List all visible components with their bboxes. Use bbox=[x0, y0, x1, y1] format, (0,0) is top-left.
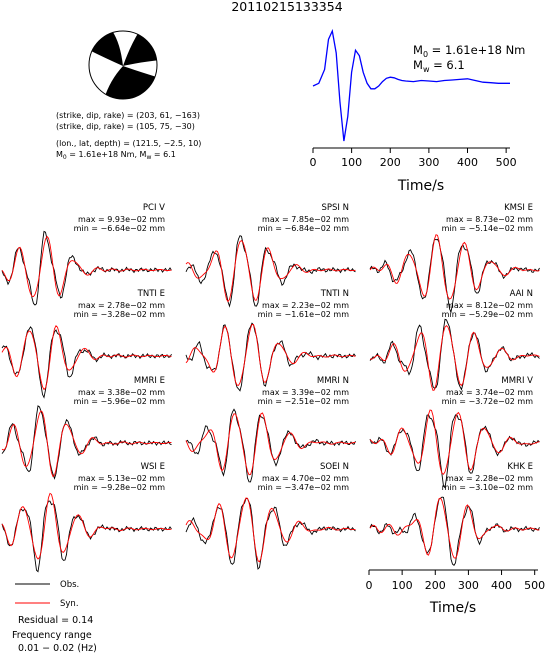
station-label: MMRI E bbox=[134, 376, 165, 386]
synthetic-waveform bbox=[185, 324, 356, 386]
bottom-time-axis: 0 100 200 300 400 500 Time/s bbox=[366, 569, 545, 616]
stf-panel: M0 = 1.61e+18 Nm Mw = 6.1 0 100 200 300 400 5… bbox=[310, 28, 525, 194]
max-amplitude-label: max = 5.13e−02 mm bbox=[78, 474, 165, 483]
min-amplitude-label: min = −5.96e−02 mm bbox=[74, 397, 166, 406]
station-label: WSI E bbox=[141, 462, 165, 472]
bottom-x-tick-label: 500 bbox=[524, 579, 545, 592]
min-amplitude-label: min = −5.14e−02 mm bbox=[442, 224, 534, 233]
station-label: TNTI E bbox=[137, 289, 165, 299]
bottom-x-tick-label: 400 bbox=[491, 579, 512, 592]
observed-waveform bbox=[369, 496, 540, 566]
min-amplitude-label: min = −6.84e−02 mm bbox=[258, 224, 350, 233]
stf-x-tick-label: 400 bbox=[457, 156, 478, 169]
max-amplitude-label: max = 8.12e−02 mm bbox=[446, 301, 533, 310]
min-amplitude-label: min = −5.29e−02 mm bbox=[442, 310, 534, 319]
station-label: MMRI V bbox=[501, 376, 533, 386]
stf-x-axis-label: Time/s bbox=[397, 178, 444, 194]
synthetic-waveform bbox=[1, 492, 172, 560]
stf-m0-label: M0 = 1.61e+18 Nm bbox=[413, 43, 525, 59]
observed-waveform bbox=[1, 230, 172, 306]
min-amplitude-label: min = −3.72e−02 mm bbox=[442, 397, 534, 406]
station-label: MMRI N bbox=[317, 376, 349, 386]
max-amplitude-label: max = 3.39e−02 mm bbox=[262, 388, 349, 397]
max-amplitude-label: max = 2.78e−02 mm bbox=[78, 301, 165, 310]
max-amplitude-label: max = 3.38e−02 mm bbox=[78, 388, 165, 397]
min-amplitude-label: min = −9.28e−02 mm bbox=[74, 483, 166, 492]
synthetic-waveform bbox=[369, 234, 540, 300]
max-amplitude-label: max = 7.85e−02 mm bbox=[262, 215, 349, 224]
observed-waveform bbox=[1, 326, 172, 399]
synthetic-waveform bbox=[1, 235, 172, 297]
synthetic-waveform bbox=[369, 409, 540, 475]
synthetic-waveform bbox=[185, 497, 356, 563]
observed-waveform bbox=[1, 500, 172, 573]
min-amplitude-label: min = −2.51e−02 mm bbox=[258, 397, 350, 406]
synthetic-waveform bbox=[1, 410, 172, 478]
frequency-range-label: Frequency range bbox=[12, 630, 92, 641]
max-amplitude-label: max = 4.70e−02 mm bbox=[262, 474, 349, 483]
mechanism-line-4: M0 = 1.61e+18 Nm, Mw = 6.1 bbox=[56, 150, 176, 161]
mechanism-line-1: (strike, dip, rake) = (203, 61, −163) bbox=[56, 111, 200, 120]
bottom-x-tick-label: 0 bbox=[366, 579, 373, 592]
legend-obs-label: Obs. bbox=[60, 580, 79, 590]
station-label: TNTI N bbox=[320, 289, 349, 299]
max-amplitude-label: max = 8.73e−02 mm bbox=[446, 215, 533, 224]
max-amplitude-label: max = 3.74e−02 mm bbox=[446, 388, 533, 397]
legend: Obs. Syn. bbox=[15, 580, 79, 609]
bottom-x-tick-label: 300 bbox=[458, 579, 479, 592]
max-amplitude-label: max = 2.28e−02 mm bbox=[446, 474, 533, 483]
station-label: PCI V bbox=[143, 203, 165, 213]
synthetic-waveform bbox=[185, 412, 356, 476]
bottom-x-tick-label: 100 bbox=[392, 579, 413, 592]
max-amplitude-label: max = 2.23e−02 mm bbox=[262, 301, 349, 310]
synthetic-waveform bbox=[369, 324, 540, 391]
bottom-x-axis-label: Time/s bbox=[429, 600, 476, 616]
bottom-x-tick-label: 200 bbox=[425, 579, 446, 592]
max-amplitude-label: max = 9.93e−02 mm bbox=[78, 215, 165, 224]
station-label: AAI N bbox=[510, 289, 533, 299]
stf-line bbox=[312, 28, 510, 142]
station-label: SPSI N bbox=[322, 203, 349, 213]
stf-x-tick-label: 500 bbox=[496, 156, 517, 169]
stf-mw-label: Mw = 6.1 bbox=[413, 58, 465, 74]
station-label: KHK E bbox=[507, 462, 533, 472]
synthetic-waveform bbox=[369, 497, 540, 559]
stf-x-tick-label: 0 bbox=[310, 156, 317, 169]
synthetic-waveform bbox=[1, 325, 172, 391]
beachball-icon bbox=[88, 30, 158, 100]
min-amplitude-label: min = −1.61e−02 mm bbox=[258, 310, 350, 319]
stf-x-tick-label: 200 bbox=[380, 156, 401, 169]
observed-waveform bbox=[185, 408, 356, 483]
min-amplitude-label: min = −3.28e−02 mm bbox=[74, 310, 166, 319]
synthetic-waveform bbox=[185, 240, 356, 303]
station-label: SOEI N bbox=[320, 462, 349, 472]
min-amplitude-label: min = −3.10e−02 mm bbox=[442, 483, 534, 492]
stf-x-tick-label: 300 bbox=[418, 156, 439, 169]
station-label: KMSI E bbox=[504, 203, 533, 213]
min-amplitude-label: min = −6.64e−02 mm bbox=[74, 224, 166, 233]
frequency-range-value: 0.01 − 0.02 (Hz) bbox=[18, 643, 97, 654]
residual-label: Residual = 0.14 bbox=[18, 615, 93, 626]
legend-syn-label: Syn. bbox=[60, 599, 79, 609]
stf-x-tick-label: 100 bbox=[341, 156, 362, 169]
mechanism-line-2: (strike, dip, rake) = (105, 75, −30) bbox=[56, 122, 195, 131]
min-amplitude-label: min = −3.47e−02 mm bbox=[258, 483, 350, 492]
mechanism-line-3: (lon., lat, depth) = (121.5, −2.5, 10) bbox=[56, 139, 201, 148]
figure-title: 20110215133354 bbox=[231, 0, 342, 14]
